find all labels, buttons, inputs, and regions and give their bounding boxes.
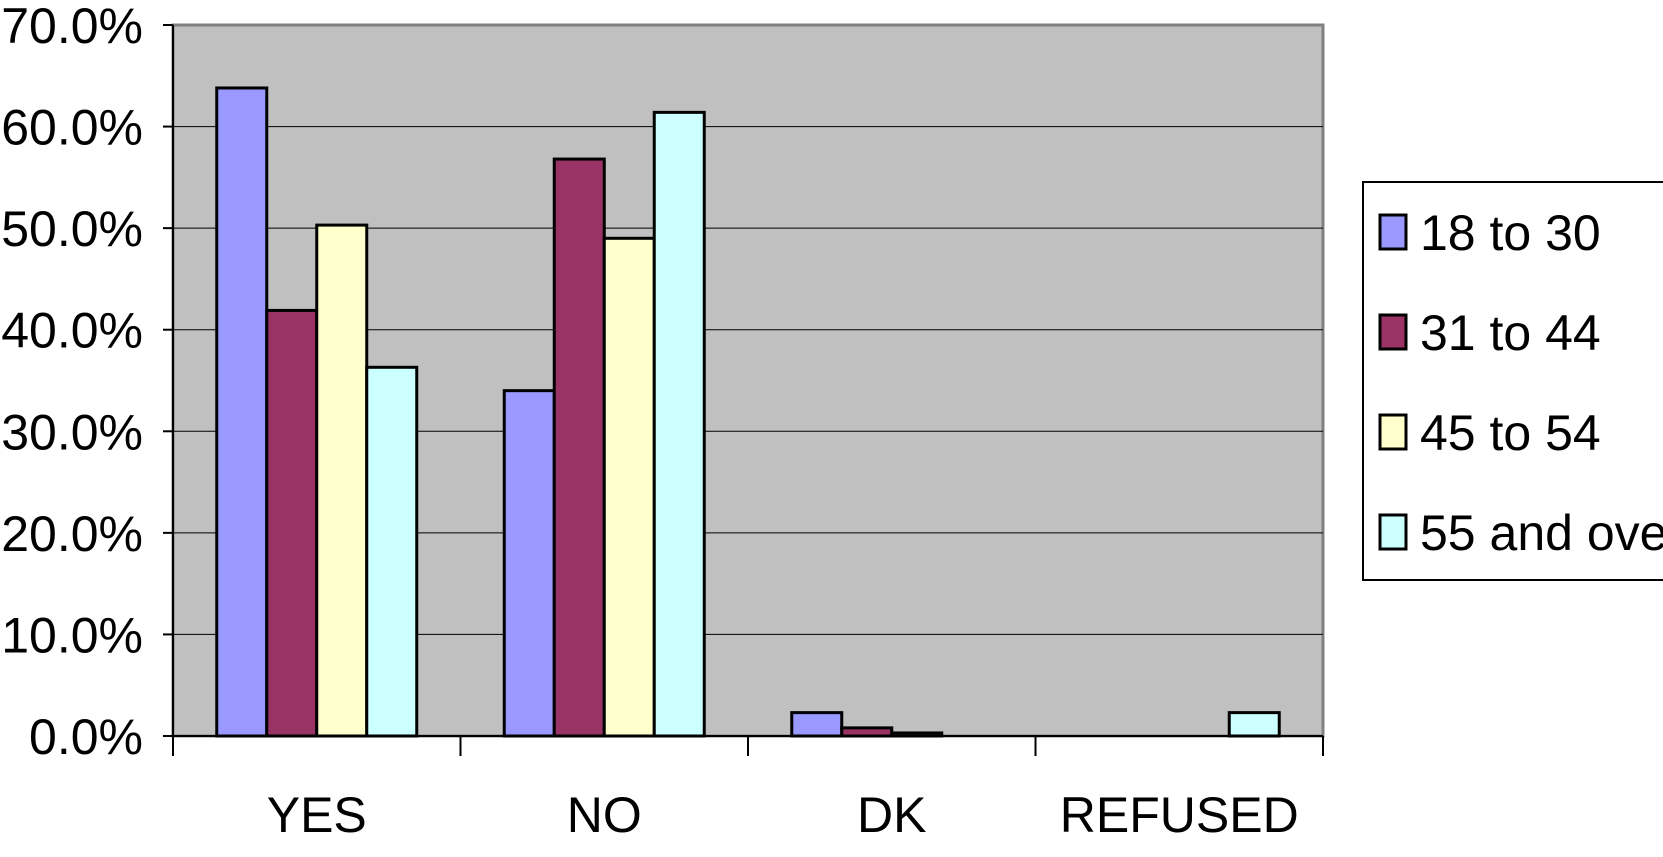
bars [215, 86, 1281, 738]
legend-swatch [1378, 313, 1408, 351]
bar-no-0 [502, 389, 556, 738]
y-tick-label: 60.0% [1, 100, 143, 156]
y-tick-label: 10.0% [1, 607, 143, 663]
legend-swatch [1378, 213, 1408, 251]
bar-refused-3 [1227, 711, 1281, 738]
legend-label: 18 to 30 [1420, 205, 1601, 261]
y-tick-label: 30.0% [1, 404, 143, 460]
bar-dk-1 [840, 726, 894, 738]
legend-swatch [1378, 513, 1408, 551]
bar-yes-1 [265, 308, 319, 738]
bar-dk-0 [790, 711, 844, 738]
y-tick-label: 20.0% [1, 506, 143, 562]
legend-label: 45 to 54 [1420, 405, 1601, 461]
x-tick-label: NO [567, 787, 642, 843]
legend-box [1362, 181, 1663, 581]
bar-no-3 [652, 110, 706, 738]
y-tick-label: 40.0% [1, 303, 143, 359]
bar-yes-0 [215, 86, 269, 738]
bar-yes-3 [365, 365, 419, 738]
y-tick-label: 50.0% [1, 201, 143, 257]
x-tick-label: REFUSED [1060, 787, 1299, 843]
legend: 18 to 30 31 to 44 45 to 54 55 and over [1362, 181, 1663, 581]
bar-no-1 [552, 157, 606, 738]
x-tick-label: DK [857, 787, 926, 843]
x-axis-ticks: YES NO DK REFUSED [172, 736, 1324, 843]
y-axis-ticks: 0.0% 10.0% 20.0% 30.0% 40.0% 50.0% 60.0% 70.0% [1, 0, 173, 765]
legend-label: 55 and over [1420, 505, 1663, 561]
y-tick-label: 0.0% [29, 709, 143, 765]
y-tick-label: 70.0% [1, 0, 143, 54]
legend-label: 31 to 44 [1420, 305, 1601, 361]
x-tick-label: YES [267, 787, 367, 843]
legend-swatch [1378, 413, 1408, 451]
bar-no-2 [602, 236, 656, 738]
bar-yes-2 [315, 223, 369, 738]
